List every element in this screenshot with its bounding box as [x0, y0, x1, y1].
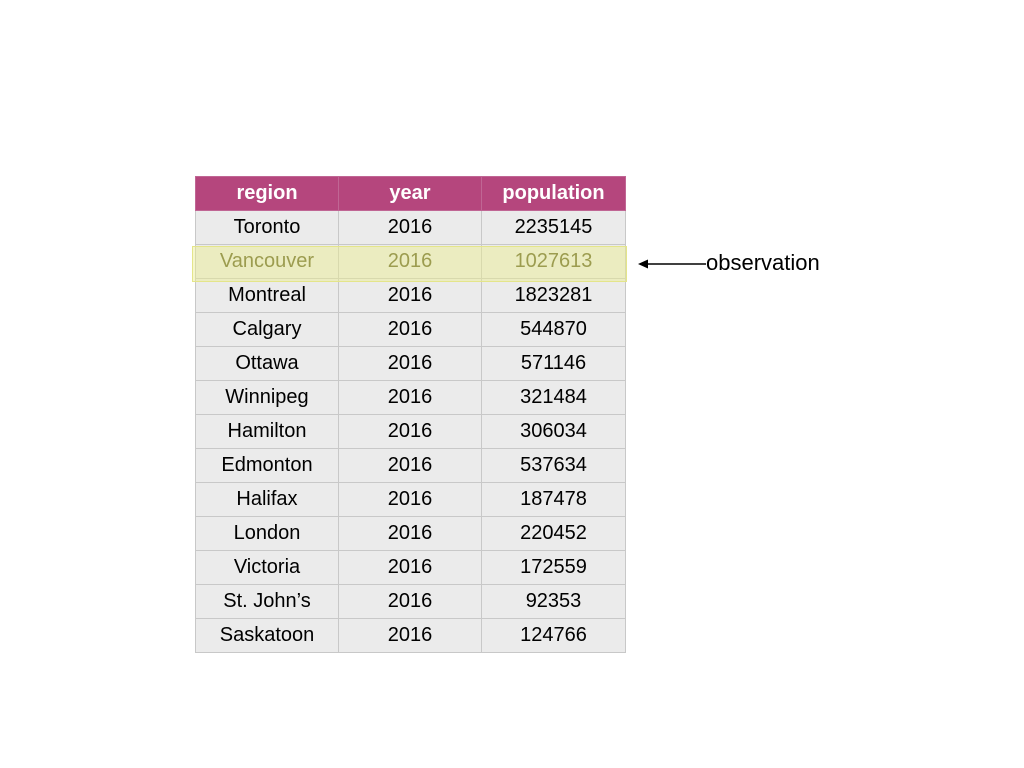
table-cell-year: 2016 — [338, 312, 482, 347]
table-row: St. John’s 2016 92353 — [195, 584, 626, 619]
header-cell-region: region — [195, 176, 339, 211]
table-cell-population: 1027613 — [481, 244, 626, 279]
header-cell-population: population — [481, 176, 626, 211]
table-cell-region: Ottawa — [195, 346, 339, 381]
table-cell-year: 2016 — [338, 380, 482, 415]
table-cell-population: 321484 — [481, 380, 626, 415]
observation-arrow — [638, 259, 706, 269]
data-table: region year population Toronto 2016 223514… — [195, 176, 626, 653]
table-body: Toronto 2016 2235145 Vancouver 2016 1027613 Mo… — [195, 210, 626, 653]
table-row-highlighted: Vancouver 2016 1027613 — [195, 244, 626, 279]
table-row: Halifax 2016 187478 — [195, 482, 626, 517]
table-cell-region: Edmonton — [195, 448, 339, 483]
table-row: Saskatoon 2016 124766 — [195, 618, 626, 653]
table-cell-region: Vancouver — [195, 244, 339, 279]
table-cell-year: 2016 — [338, 482, 482, 517]
table-row: Hamilton 2016 306034 — [195, 414, 626, 449]
table-cell-region: Montreal — [195, 278, 339, 313]
table-cell-year: 2016 — [338, 414, 482, 449]
table-cell-year: 2016 — [338, 244, 482, 279]
table-cell-year: 2016 — [338, 210, 482, 245]
table-cell-year: 2016 — [338, 516, 482, 551]
table-row: Winnipeg 2016 321484 — [195, 380, 626, 415]
table-cell-population: 124766 — [481, 618, 626, 653]
header-row: region year population — [195, 176, 626, 211]
table-cell-region: Winnipeg — [195, 380, 339, 415]
table-cell-population: 187478 — [481, 482, 626, 517]
table-cell-year: 2016 — [338, 448, 482, 483]
table-cell-population: 220452 — [481, 516, 626, 551]
table-cell-population: 544870 — [481, 312, 626, 347]
table-cell-region: Halifax — [195, 482, 339, 517]
table-cell-year: 2016 — [338, 278, 482, 313]
table-cell-region: Calgary — [195, 312, 339, 347]
table-cell-region: Saskatoon — [195, 618, 339, 653]
table-cell-population: 306034 — [481, 414, 626, 449]
table-cell-year: 2016 — [338, 550, 482, 585]
table-cell-population: 2235145 — [481, 210, 626, 245]
table-cell-region: London — [195, 516, 339, 551]
observation-label: observation — [706, 250, 820, 275]
table-cell-population: 172559 — [481, 550, 626, 585]
table-row: Montreal 2016 1823281 — [195, 278, 626, 313]
table-cell-year: 2016 — [338, 584, 482, 619]
table-row: Toronto 2016 2235145 — [195, 210, 626, 245]
table-row: Ottawa 2016 571146 — [195, 346, 626, 381]
table-row: London 2016 220452 — [195, 516, 626, 551]
arrow-head-icon — [638, 259, 648, 269]
table-cell-population: 1823281 — [481, 278, 626, 313]
table-cell-region: St. John’s — [195, 584, 339, 619]
table-cell-region: Hamilton — [195, 414, 339, 449]
table-cell-population: 571146 — [481, 346, 626, 381]
table-cell-population: 537634 — [481, 448, 626, 483]
table-row: Victoria 2016 172559 — [195, 550, 626, 585]
table-row: Calgary 2016 544870 — [195, 312, 626, 347]
table-cell-region: Toronto — [195, 210, 339, 245]
table-cell-year: 2016 — [338, 346, 482, 381]
table-cell-population: 92353 — [481, 584, 626, 619]
table-row: Edmonton 2016 537634 — [195, 448, 626, 483]
table-cell-region: Victoria — [195, 550, 339, 585]
table-cell-year: 2016 — [338, 618, 482, 653]
header-cell-year: year — [338, 176, 482, 211]
